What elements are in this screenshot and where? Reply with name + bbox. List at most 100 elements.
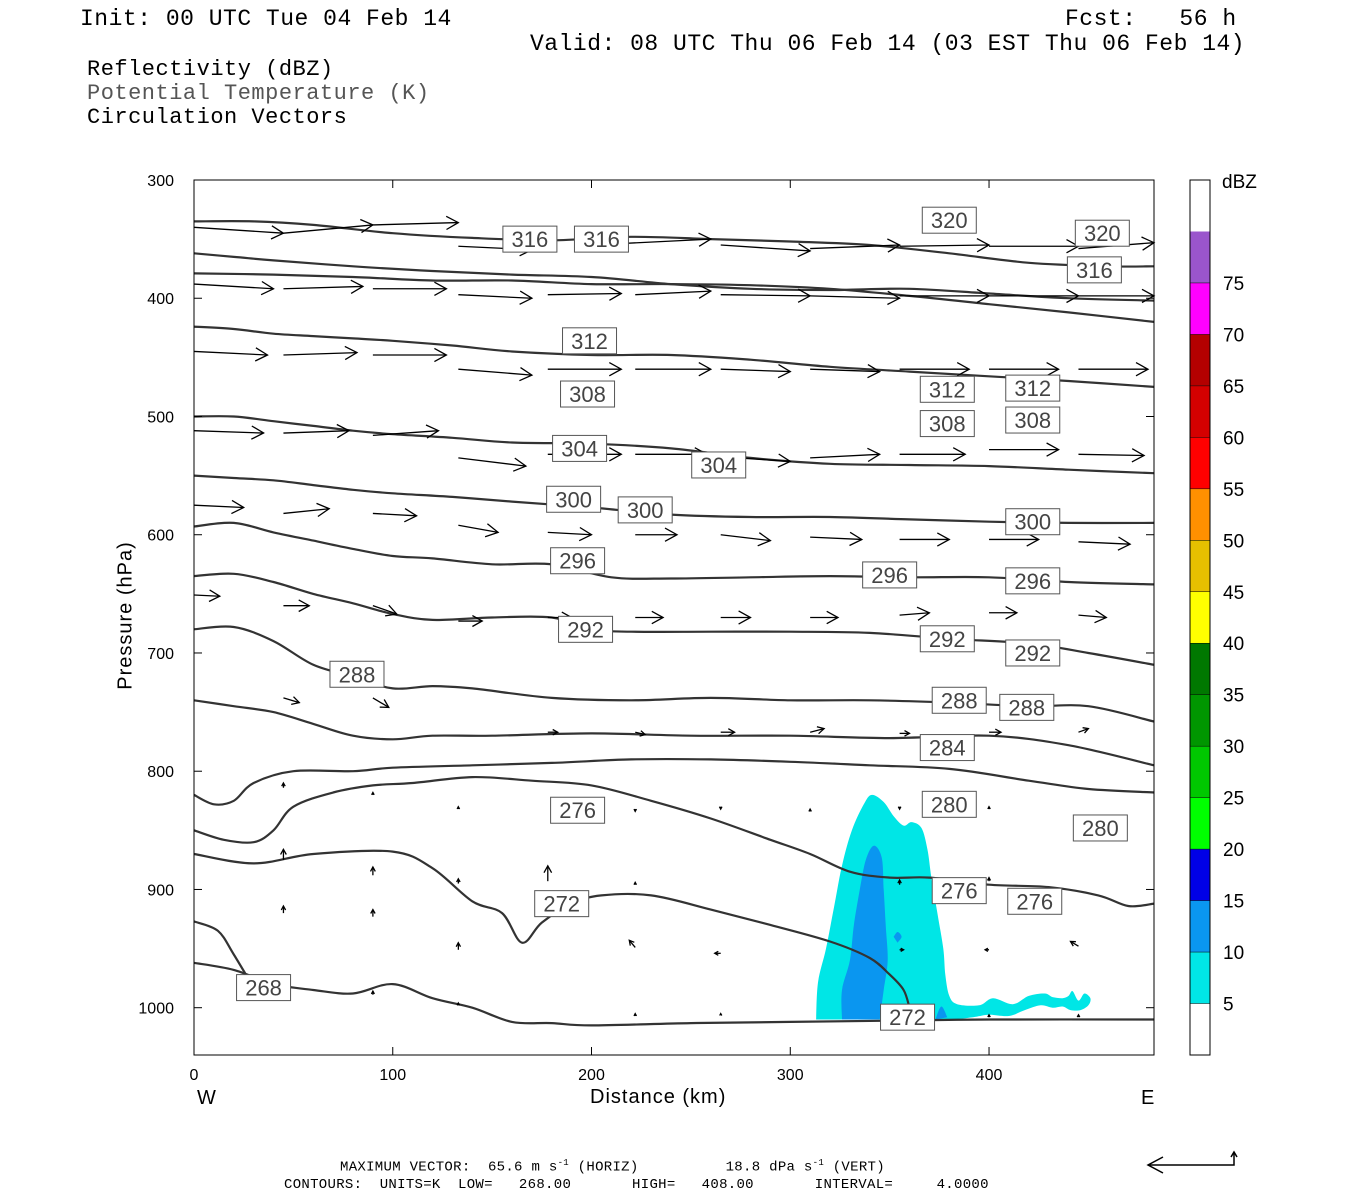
colorbar-segment (1190, 952, 1210, 1004)
circulation-vector (372, 604, 398, 617)
vector-head (455, 941, 462, 948)
circulation-vector (810, 447, 882, 463)
theta-label-320: 320 (921, 206, 977, 234)
vector-head (260, 280, 275, 296)
vector-shaft (899, 612, 930, 616)
vector-head (543, 864, 553, 874)
vector-head (1076, 1013, 1081, 1018)
colorbar-tick-label: 60 (1223, 428, 1244, 449)
theta-contour-308 (193, 325, 1155, 388)
vector-head (633, 881, 638, 886)
vector-shaft (193, 594, 220, 597)
vector-head (251, 425, 265, 440)
theta-label-text: 296 (1014, 569, 1051, 594)
vector-head (208, 589, 222, 603)
theta-contour-272 (193, 920, 255, 989)
vector-head (379, 699, 390, 709)
circulation-vector (899, 532, 951, 547)
theta-contour-312 (193, 272, 1155, 323)
theta-label-text: 268 (245, 976, 282, 1001)
colorbar-tick-label: 10 (1223, 943, 1244, 964)
circulation-vector (1078, 609, 1108, 624)
vector-head (1069, 940, 1076, 947)
theta-label-text: 272 (889, 1005, 926, 1030)
theta-label-box (1005, 508, 1061, 536)
circulation-vector-layer (193, 215, 1156, 1018)
vector-shaft (720, 368, 791, 373)
init-time: Init: 00 UTC Tue 04 Feb 14 (80, 6, 452, 32)
theta-label-box (502, 225, 558, 253)
vector-head (456, 877, 461, 883)
y-tick-label: 500 (147, 409, 174, 426)
circulation-vector (1076, 1013, 1081, 1018)
theta-label-text: 312 (571, 329, 608, 354)
theta-label-box (931, 877, 987, 905)
y-tick-label: 900 (147, 882, 174, 899)
theta-label-text: 280 (1082, 816, 1119, 841)
colorbar-segment (1190, 437, 1210, 489)
theta-label-box (1005, 567, 1061, 595)
vector-head (952, 447, 967, 462)
circulation-vector (986, 876, 992, 882)
theta-label-box (552, 434, 608, 462)
theta-label-text: 304 (700, 453, 737, 478)
circulation-vector (280, 904, 287, 914)
circulation-vector (633, 1012, 638, 1017)
circulation-vector (547, 362, 623, 377)
theta-label-box (919, 734, 975, 762)
theta-label-box (921, 790, 977, 818)
vector-head (519, 367, 534, 382)
reflectivity-area-10dbz (893, 932, 902, 943)
colorbar-tick-label: 30 (1223, 737, 1244, 758)
theta-label-text: 276 (559, 798, 596, 823)
theta-label-text: 296 (559, 549, 596, 574)
theta-label-box (558, 615, 614, 643)
colorbar-tick-label: 75 (1223, 274, 1244, 295)
vector-shaft (283, 697, 300, 704)
theta-label-text: 272 (543, 892, 580, 917)
vector-head (867, 364, 882, 379)
theta-label-box (329, 660, 385, 688)
vector-shaft (1078, 614, 1107, 619)
vector-head (987, 1013, 991, 1018)
circulation-vector (372, 215, 460, 231)
vector-head (552, 728, 560, 736)
vector-shaft (283, 351, 358, 356)
circulation-vector (458, 367, 534, 382)
theta-contour-316 (193, 252, 1155, 302)
axes-layer: 300 400 500 600 700 800 900 1000 0 100 200 300 400 (138, 173, 1154, 1084)
vector-head (608, 447, 623, 462)
vector-shaft (628, 939, 636, 948)
vector-head (280, 847, 287, 855)
circulation-vector (280, 847, 287, 860)
circulation-vector (547, 526, 593, 542)
theta-label-box (1007, 887, 1063, 915)
circulation-vector (989, 362, 1060, 377)
vector-head (639, 730, 647, 737)
theta-label-300: 300 (1005, 508, 1061, 536)
x-end-label-west: W (197, 1087, 216, 1109)
colorbar-segment (1190, 746, 1210, 798)
circulation-vector (283, 423, 351, 439)
circulation-vector (989, 728, 1003, 736)
colorbar: 5 10 15 20 25 30 35 40 45 50 55 60 65 70 75 dBZ (1189, 172, 1257, 1056)
colorbar-segment (1190, 591, 1210, 644)
circulation-vector (810, 290, 901, 306)
vector-head (371, 791, 375, 796)
vector-head (512, 457, 528, 472)
vector-head (280, 904, 287, 911)
circulation-vector (899, 288, 991, 304)
vector-head (651, 610, 665, 625)
vector-head (1082, 727, 1090, 734)
circulation-vector (810, 531, 864, 547)
vector-head (916, 606, 931, 621)
vector-head (1005, 606, 1019, 620)
circulation-vector (456, 1001, 461, 1006)
vector-shaft (458, 368, 532, 376)
vert-exponent: -1 (812, 1158, 825, 1168)
vector-head (1117, 536, 1132, 551)
theta-contour-272 (193, 849, 911, 1009)
vector-head (897, 806, 902, 811)
circulation-vector (193, 225, 285, 240)
theta-label-316: 316 (573, 225, 629, 253)
